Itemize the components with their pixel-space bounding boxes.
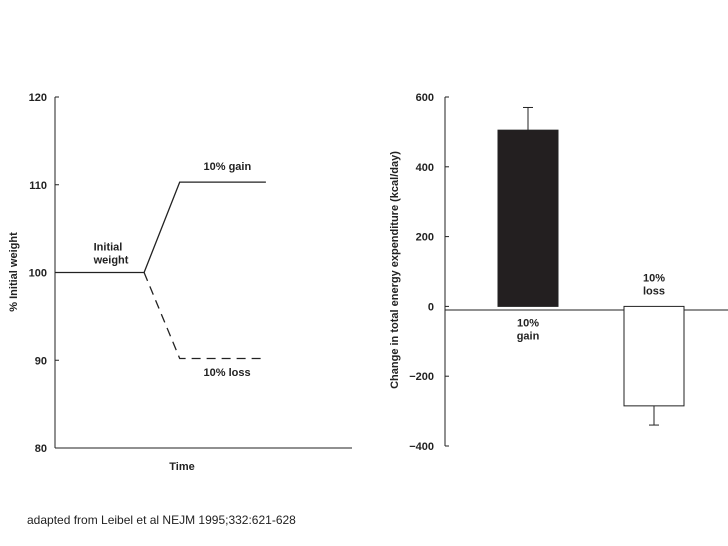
bar-y-tick-label: −200 xyxy=(409,371,434,383)
line-chart-y-label: % Initial weight xyxy=(8,232,20,312)
line-annotation: 10% loss xyxy=(204,367,251,379)
line-annotation: Initial weight xyxy=(93,242,129,267)
bar-y-tick-label: 400 xyxy=(416,162,434,174)
line-y-tick-label: 90 xyxy=(35,355,47,367)
bar-gain xyxy=(497,129,559,307)
source-credit: adapted from Leibel et al NEJM 1995;332:… xyxy=(27,513,296,527)
energy-bar-chart: −400 −200 0 200 400 600 10% gain 10% loss Change… xyxy=(389,92,728,453)
line-annotation: 10% gain xyxy=(204,161,252,173)
bar-y-tick-label: 0 xyxy=(428,301,434,313)
bar-loss xyxy=(623,305,685,407)
line-y-tick-label: 100 xyxy=(29,268,47,280)
line-y-tick-label: 120 xyxy=(29,92,47,104)
line-chart-x-label: Time xyxy=(169,461,194,473)
bar-category-label: 10% gain xyxy=(517,317,540,342)
bar-y-tick-label: 200 xyxy=(416,232,434,244)
bar-y-tick-label: 600 xyxy=(416,92,434,104)
bar-chart-y-label: Change in total energy expenditure (kcal… xyxy=(389,151,401,389)
line-series-loss xyxy=(143,272,266,360)
line-series-gain xyxy=(55,181,266,274)
weight-line-chart: 80 90 100 110 120 Initial weight 10% gain 10% l… xyxy=(8,92,352,473)
line-y-tick-label: 110 xyxy=(29,180,47,192)
bar-category-label: 10% loss xyxy=(643,272,665,297)
bar-y-tick-label: −400 xyxy=(409,441,434,453)
line-y-tick-label: 80 xyxy=(35,443,47,455)
